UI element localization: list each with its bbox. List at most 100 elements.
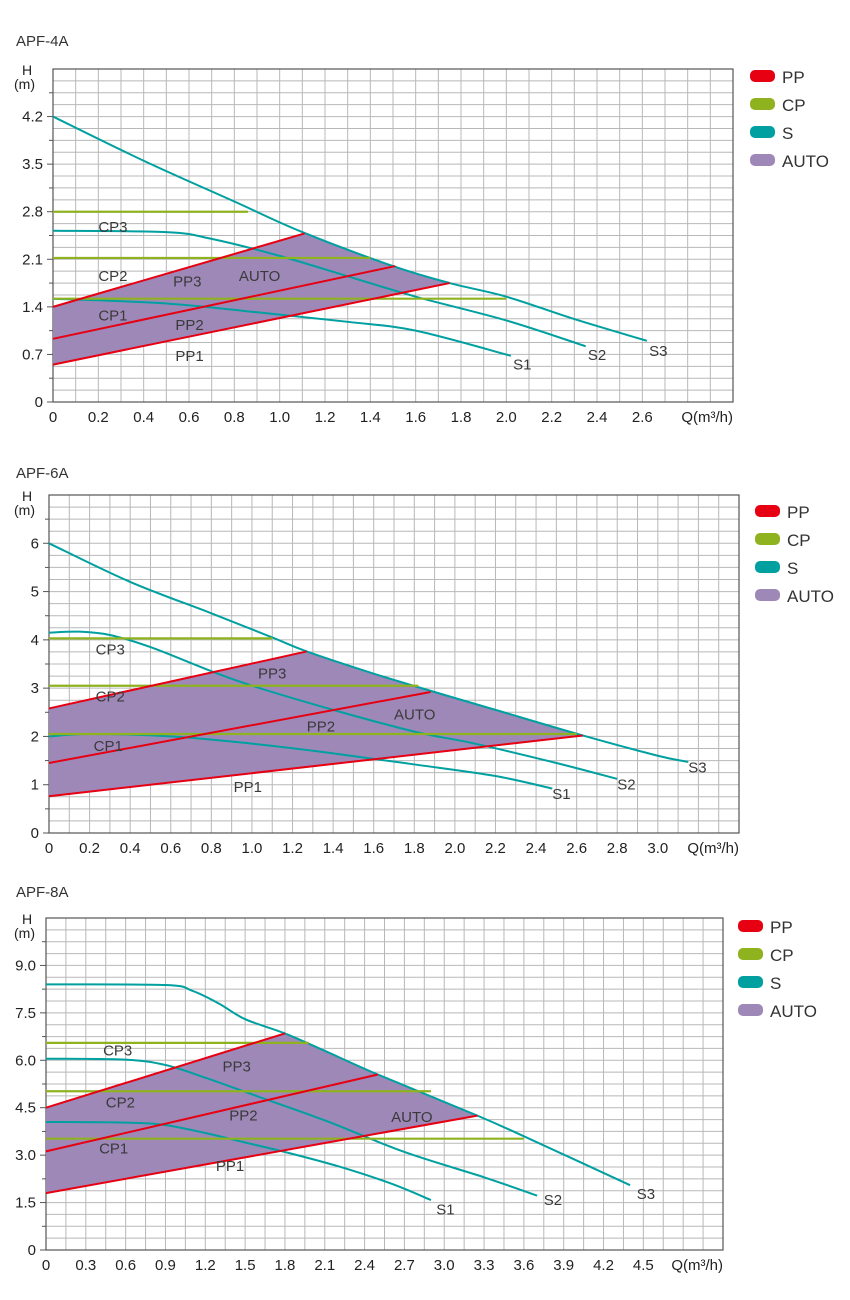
legend-label-s: S [782,124,793,143]
series-s3 [45,983,631,1187]
x-tick-label: 3.6 [513,1257,534,1274]
series-pp3 [45,1032,286,1109]
series-pp3 [48,650,307,710]
y-tick-label: 1 [31,777,39,794]
annotation-s3: S3 [688,760,706,777]
legend-swatch-s [738,976,763,988]
annotation-s1: S1 [513,356,531,373]
legend-label-pp: PP [770,918,793,937]
legend: PP CP S AUTO [755,503,834,606]
legend-label-auto: AUTO [770,1002,817,1021]
grid [53,69,733,402]
x-tick-label: 2.0 [496,409,517,426]
annotation-pp2: PP2 [307,719,335,736]
annotation-pp3: PP3 [258,665,286,682]
x-tick-label: 0 [49,409,57,426]
legend-swatch-auto [738,1004,763,1016]
annotation-cp3: CP3 [96,641,125,658]
y-axis-label: H [22,62,32,78]
annotation-cp2: CP2 [98,268,127,285]
series-s3 [48,542,689,763]
x-tick-label: 0.8 [224,409,245,426]
x-tick-label: 1.4 [323,840,344,857]
legend-swatch-cp [755,533,780,545]
legend-swatch-auto [750,154,775,166]
legend-label-auto: AUTO [787,587,834,606]
y-axis-unit: (m) [14,502,35,518]
x-tick-label: 1.2 [195,1257,216,1274]
x-tick-label: 2.6 [566,840,587,857]
y-tick-label: 0 [28,1242,36,1259]
y-tick-label: 3 [31,680,39,697]
series-s2 [48,630,618,780]
x-tick-label: 2.1 [314,1257,335,1274]
x-tick-label: 2.8 [607,840,628,857]
legend-label-cp: CP [770,946,794,965]
series-pp2 [45,1073,379,1153]
legend-swatch-s [755,561,780,573]
y-tick-label: 5 [31,584,39,601]
x-tick-label: 0.2 [88,409,109,426]
series-s3 [52,115,648,342]
legend-swatch-cp [750,98,775,110]
annotation-cp3: CP3 [98,219,127,236]
chart-title: APF-6A [16,465,69,482]
x-axis-label: Q(m³/h) [687,840,739,857]
series-s2 [52,229,586,348]
chart-title: APF-4A [16,33,69,50]
x-tick-label: 3.0 [647,840,668,857]
annotation-cp2: CP2 [106,1095,135,1112]
series-s2 [45,1057,538,1197]
x-tick-label: 2.6 [632,409,653,426]
annotation-auto: AUTO [239,268,280,285]
series-pp1 [48,734,583,798]
annotation-pp2: PP2 [175,317,203,334]
annotation-cp2: CP2 [96,689,125,706]
legend-swatch-cp [738,948,763,960]
y-axis-unit: (m) [14,925,35,941]
annotation-auto: AUTO [394,707,435,724]
x-tick-label: 0 [45,840,53,857]
legend-swatch-pp [750,70,775,82]
annotation-pp1: PP1 [216,1158,244,1175]
x-tick-label: 0.6 [160,840,181,857]
series-pp2 [48,691,431,764]
x-axis-label: Q(m³/h) [681,409,733,426]
y-tick-label: 3.0 [15,1147,36,1164]
annotation-s2: S2 [544,1192,562,1209]
x-tick-label: 1.4 [360,409,381,426]
y-tick-label: 6.0 [15,1052,36,1069]
x-tick-label: 0.8 [201,840,222,857]
y-tick-label: 6 [31,535,39,552]
series-pp3 [52,232,305,308]
y-tick-label: 0 [31,825,39,842]
y-tick-label: 4.5 [15,1100,36,1117]
x-tick-label: 3.9 [553,1257,574,1274]
legend: PP CP S AUTO [738,918,817,1021]
legend-label-cp: CP [782,96,806,115]
x-tick-label: 2.4 [587,409,608,426]
annotation-s3: S3 [637,1186,655,1203]
x-tick-label: 1.8 [451,409,472,426]
annotation-s1: S1 [552,786,570,803]
annotation-s3: S3 [649,343,667,360]
x-tick-label: 1.8 [275,1257,296,1274]
annotation-cp1: CP1 [94,738,123,755]
chart-title: APF-8A [16,884,69,901]
legend-label-s: S [787,559,798,578]
x-tick-label: 2.4 [526,840,547,857]
legend-swatch-auto [755,589,780,601]
x-tick-label: 3.0 [434,1257,455,1274]
legend-swatch-pp [755,505,780,517]
y-axis: 0 0.7 1.4 2.1 2.8 3.5 4.2 H(m) [14,62,53,411]
x-tick-label: 0.3 [75,1257,96,1274]
y-tick-label: 2.1 [22,251,43,268]
legend-swatch-s [750,126,775,138]
series-pp2 [52,265,396,340]
legend-label-pp: PP [787,503,810,522]
x-tick-label: 1.6 [363,840,384,857]
x-tick-label: 2.7 [394,1257,415,1274]
y-tick-label: 4 [31,632,39,649]
y-tick-label: 0.7 [22,346,43,363]
